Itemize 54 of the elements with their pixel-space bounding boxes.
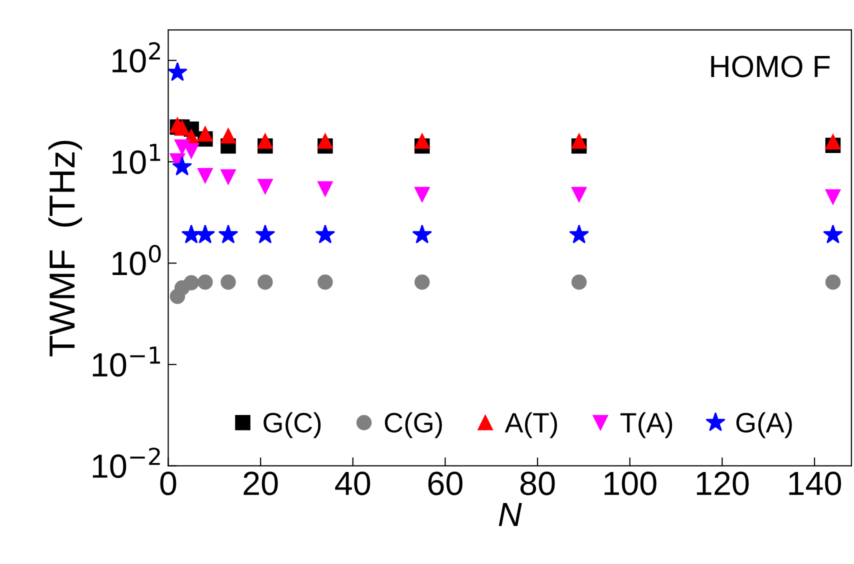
point [258,178,273,194]
point [220,274,236,290]
x-tick-label: 140 [789,472,842,496]
legend-label: G(A) [736,412,792,438]
x-tick-label: 120 [696,472,749,496]
x-tick-label: 0 [160,472,176,496]
x-tick-label: 80 [520,472,555,496]
point [172,156,192,176]
point [218,224,238,244]
annotation: HOMO F [711,56,830,78]
x-tick-label: 100 [604,472,656,496]
y-axis-title: TWMF (THz) [48,140,82,356]
point [315,224,336,244]
point [184,275,199,290]
point [414,274,430,290]
point [258,133,273,149]
point [318,181,333,197]
point [258,274,273,290]
point [571,274,587,290]
x-axis-title: N [498,503,522,526]
point [825,189,841,205]
y-tick-label: 10$^{−2}$ [92,448,160,478]
point [823,224,843,244]
point [412,224,432,244]
point [825,134,841,150]
point [569,224,590,244]
y-tick-label: 10$^{−1}$ [92,346,160,377]
y-tick-label: 10$^{2}$ [112,42,160,73]
point [255,224,276,244]
point [825,274,841,290]
point [571,186,587,202]
point [174,139,190,155]
point [414,186,430,202]
point [318,133,333,149]
legend-label: T(A) [620,412,672,438]
point [318,274,333,290]
point [414,133,430,149]
point [220,169,236,184]
point [220,128,236,144]
point [168,62,188,82]
point [198,126,213,142]
legend-label: A(T) [504,412,558,438]
x-tick-label: 40 [335,472,370,496]
point [195,224,216,244]
point [198,168,213,184]
x-tick-label: 60 [428,472,462,496]
y-tick-label: 10$^{1}$ [112,144,160,174]
point [571,133,587,149]
x-tick-label: 20 [244,472,278,496]
point [184,143,199,159]
y-tick-label: 10$^{0}$ [112,244,161,276]
point [198,274,213,290]
legend-label: G(C) [264,412,321,438]
legend-label: C(G) [384,412,442,438]
